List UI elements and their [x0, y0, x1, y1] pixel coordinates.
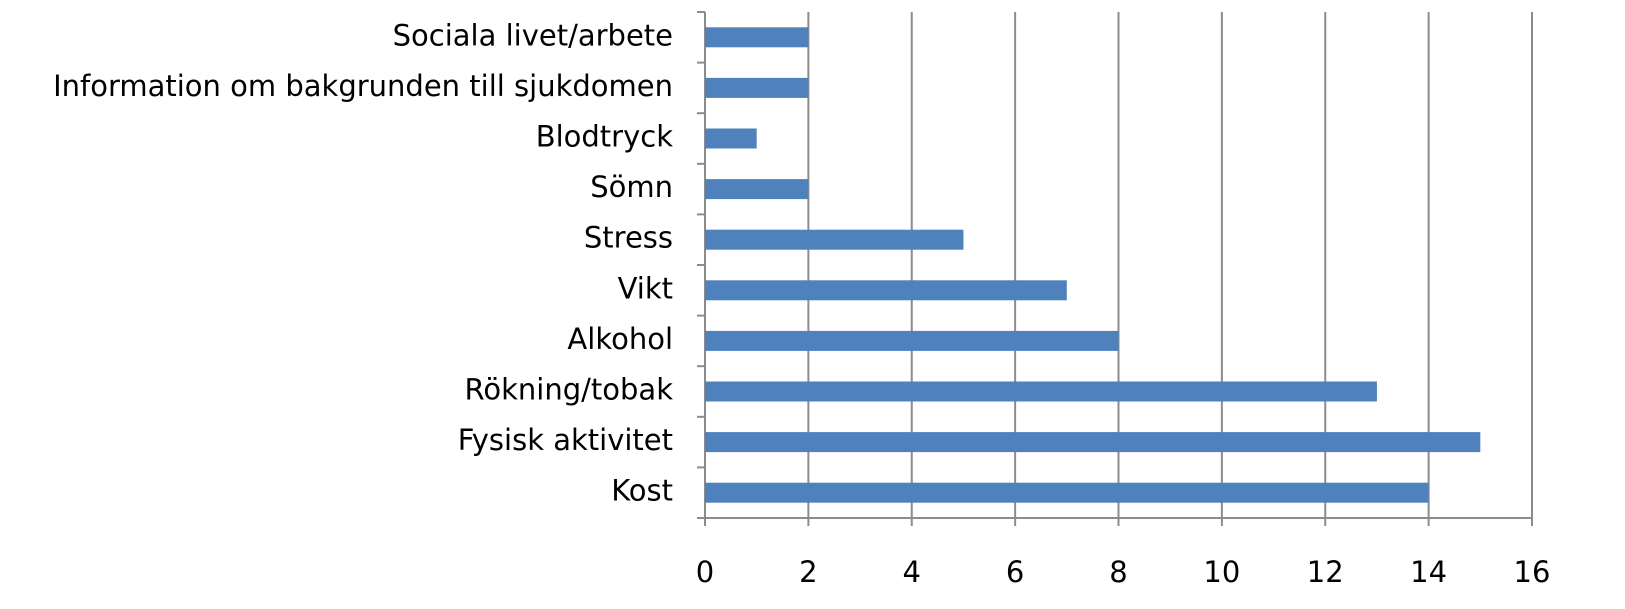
- x-tick-label: 10: [1203, 555, 1240, 589]
- bar: [705, 330, 1119, 351]
- x-tick-label: 14: [1410, 555, 1447, 589]
- bar: [705, 482, 1429, 503]
- bar: [705, 280, 1067, 301]
- y-tick-label: Rökning/tobak: [465, 373, 674, 407]
- bar: [705, 128, 757, 149]
- x-tick-label: 16: [1514, 555, 1551, 589]
- bar: [705, 77, 809, 98]
- y-tick-label: Sociala livet/arbete: [393, 18, 673, 52]
- x-tick-label: 12: [1307, 555, 1344, 589]
- x-tick-label: 6: [1006, 555, 1024, 589]
- y-tick-label: Kost: [611, 474, 673, 508]
- y-tick-label: Alkohol: [567, 322, 673, 356]
- x-tick-label: 4: [903, 555, 921, 589]
- y-tick-label: Information om bakgrunden till sjukdomen: [53, 69, 673, 103]
- bar: [705, 381, 1377, 402]
- bar: [705, 179, 809, 200]
- bar: [705, 27, 809, 48]
- x-tick-label: 2: [799, 555, 817, 589]
- y-tick-label: Sömn: [590, 170, 673, 204]
- y-tick-label: Stress: [584, 221, 673, 255]
- x-tick-label: 0: [696, 555, 714, 589]
- y-tick-label: Blodtryck: [536, 120, 674, 154]
- x-tick-label: 8: [1109, 555, 1127, 589]
- y-tick-label: Vikt: [618, 271, 673, 305]
- y-tick-label: Fysisk aktivitet: [458, 423, 673, 457]
- bar: [705, 229, 964, 250]
- bar: [705, 432, 1481, 453]
